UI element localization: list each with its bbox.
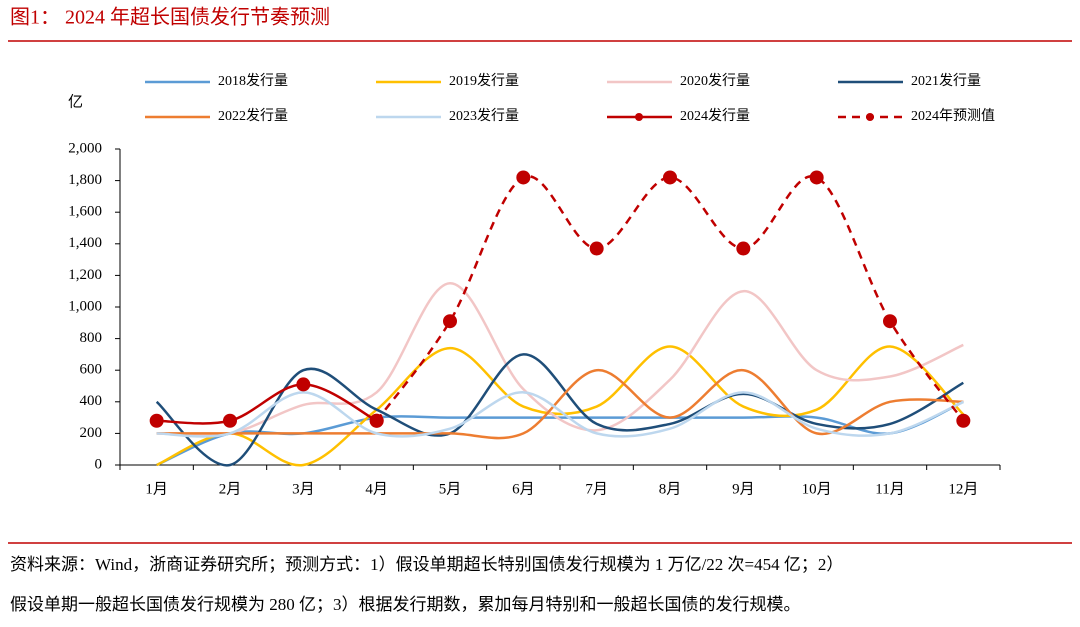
- x-tick-label: 6月: [512, 481, 535, 497]
- series-marker: [809, 170, 824, 185]
- x-tick-label: 2月: [219, 481, 242, 497]
- y-tick-label: 400: [80, 393, 103, 409]
- x-tick-label: 1月: [145, 481, 168, 497]
- series-line: [156, 368, 964, 440]
- series-marker: [736, 241, 751, 256]
- legend-label: 2020发行量: [680, 73, 750, 89]
- note: 资料来源：Wind，浙商证券研究所；预测方式：1）假设单期超长特别国债发行规模为…: [10, 555, 843, 574]
- y-tick-label: 1,800: [68, 172, 102, 188]
- series-marker: [956, 413, 971, 428]
- series-marker: [516, 170, 531, 185]
- series-marker: [369, 413, 384, 428]
- legend-label: 2023发行量: [449, 108, 519, 124]
- y-tick-label: 1,600: [68, 204, 102, 220]
- x-tick-label: 8月: [659, 481, 682, 497]
- series-marker: [883, 314, 897, 329]
- series-marker: [223, 413, 237, 428]
- y-tick-label: 2,000: [68, 140, 102, 156]
- x-tick-label: 5月: [439, 481, 462, 497]
- y-tick-label: 600: [80, 362, 103, 378]
- series-line: [156, 345, 965, 467]
- x-tick-label: 4月: [365, 481, 388, 497]
- legend-label: 2018发行量: [218, 73, 288, 89]
- x-tick-label: 12月: [948, 481, 978, 497]
- y-tick-label: 0: [95, 456, 103, 472]
- series-line: [156, 391, 964, 438]
- y-tick-label: 1,000: [68, 298, 102, 314]
- chart-title: 图1： 2024 年超长国债发行节奏预测: [10, 6, 330, 29]
- y-unit: 亿: [68, 93, 83, 110]
- y-tick-label: 200: [80, 425, 103, 441]
- x-tick-label: 3月: [292, 481, 315, 497]
- note: 假设单期一般超长国债发行规模为 280 亿；3）根据发行期数，累加每月特别和一般…: [10, 595, 801, 614]
- series-line: [156, 282, 964, 437]
- series-marker: [296, 377, 311, 392]
- series-marker: [443, 314, 457, 329]
- legend-marker: [635, 113, 643, 121]
- series-line: [156, 383, 378, 425]
- y-tick-label: 1,400: [68, 235, 102, 251]
- legend-marker: [866, 113, 874, 121]
- y-tick-label: 1,200: [68, 267, 102, 283]
- series-marker: [589, 241, 604, 256]
- series-line: [375, 175, 965, 422]
- x-tick-label: 10月: [802, 481, 832, 497]
- legend-label: 2022发行量: [218, 108, 288, 124]
- legend-label: 2019发行量: [449, 73, 519, 89]
- x-tick-label: 9月: [732, 481, 755, 497]
- y-tick-label: 800: [80, 330, 103, 346]
- x-tick-label: 7月: [585, 481, 608, 497]
- x-tick-label: 11月: [875, 481, 904, 497]
- legend-label: 2021发行量: [911, 73, 981, 89]
- legend-label: 2024发行量: [680, 108, 750, 124]
- legend-label: 2024年预测值: [911, 108, 995, 124]
- series-marker: [663, 170, 677, 185]
- series-marker: [149, 413, 164, 428]
